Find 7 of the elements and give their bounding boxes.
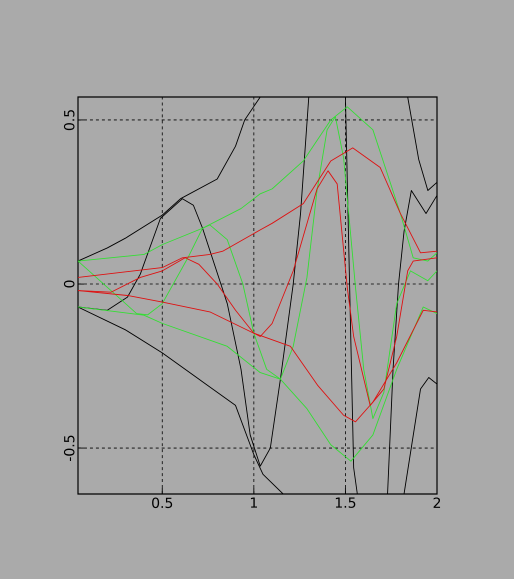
y-tick-label: 0.5 (64, 110, 74, 130)
x-tick-label: 1 (250, 498, 257, 508)
y-tick-label: -0.5 (64, 436, 74, 461)
x-tick-label: 2 (434, 498, 440, 508)
x-tick-label: 1.5 (336, 498, 356, 508)
x-tick-label: 0.5 (152, 498, 172, 508)
y-tick-label: 0 (64, 280, 74, 288)
